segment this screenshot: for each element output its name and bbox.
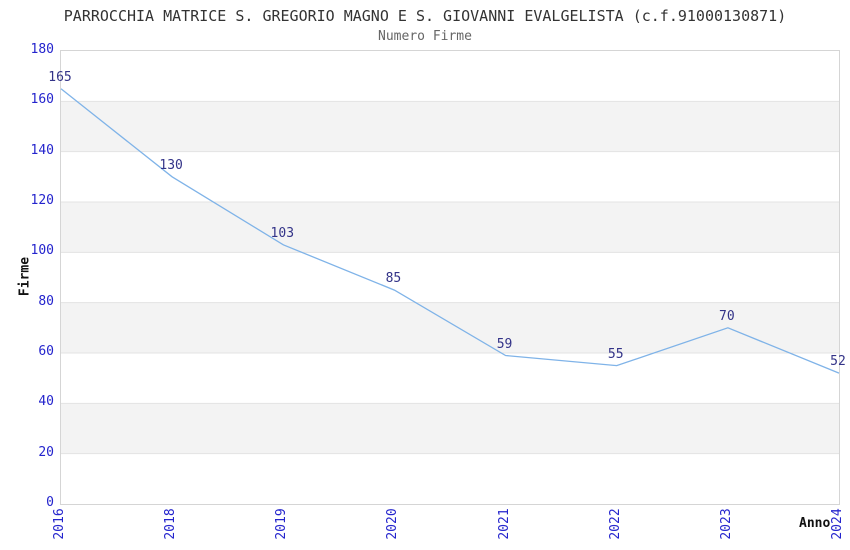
data-point-label: 55 [607,346,624,362]
grid-band [61,403,839,454]
x-tick-label: 2021 [496,508,512,540]
y-tick-label: 100 [30,243,54,259]
data-point-label: 59 [496,336,513,352]
y-tick-label: 160 [30,92,54,108]
x-axis-title: Anno [799,516,831,531]
y-tick-label: 0 [46,495,54,510]
x-tick-label: 2018 [163,508,179,540]
grid-band [61,302,839,353]
series-line [60,88,840,374]
data-point-label: 165 [48,69,72,85]
data-point-label: 52 [830,354,846,370]
y-tick-label: 80 [38,293,54,309]
y-tick-label: 180 [30,42,54,57]
x-tick-label: 2023 [718,508,734,540]
line-series-svg [60,88,840,455]
data-point-label: 70 [719,308,735,324]
chart-subtitle: Numero Firme [378,29,472,44]
plot-area [60,50,840,505]
data-point-label: 85 [385,271,402,287]
y-tick-label: 120 [30,193,54,208]
data-point-label: 103 [270,225,295,241]
x-tick-label: 2019 [274,508,290,540]
x-tick-label: 2016 [52,508,67,540]
chart-title: PARROCCHIA MATRICE S. GREGORIO MAGNO E S… [63,7,787,25]
y-tick-label: 140 [30,142,54,158]
x-tick-label: 2020 [385,508,401,540]
x-tick-label: 2024 [830,508,845,540]
grid-band [61,101,839,152]
y-tick-label: 20 [38,444,54,460]
y-tick-label: 40 [38,394,54,410]
data-point-label: 130 [159,157,183,173]
x-tick-label: 2022 [607,508,623,540]
y-tick-label: 60 [38,344,54,359]
grid-band [61,202,839,253]
